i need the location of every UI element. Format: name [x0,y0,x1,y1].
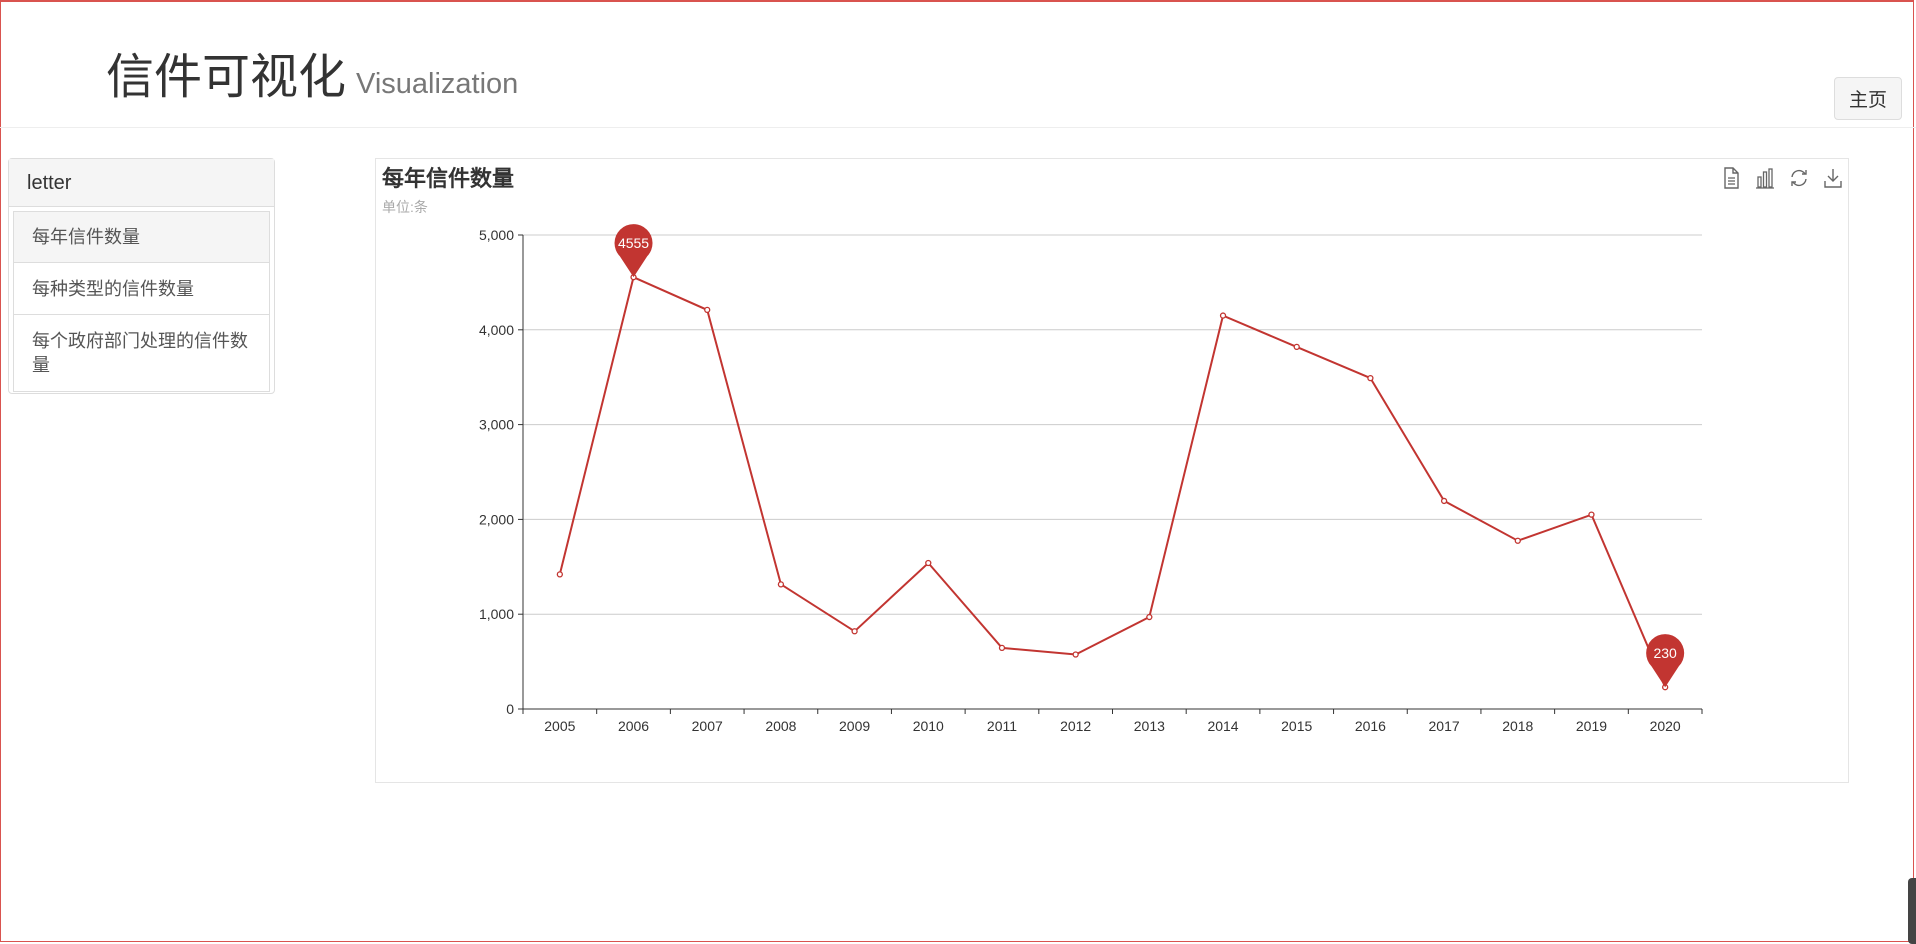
x-tick-label: 2007 [692,718,723,734]
page-header: 信件可视化 Visualization 主页 [0,0,1916,128]
y-tick-label: 0 [506,701,514,717]
data-point [925,559,932,567]
data-point [704,306,711,314]
chart-panel: 0 1,000 2,000 3,000 4,000 5,000 2005 2006 2007 20… [375,158,1849,783]
data-point [998,644,1006,652]
x-tick-label: 2020 [1650,718,1681,734]
x-tick-label: 2010 [913,718,944,734]
y-tick-label: 2,000 [479,511,514,527]
sidebar-panel: letter 每年信件数量 每种类型的信件数量 每个政府部门处理的信件数量 [8,158,275,394]
sidebar-list: 每年信件数量 每种类型的信件数量 每个政府部门处理的信件数量 [13,211,270,392]
series-line [558,275,1667,688]
x-tick-label: 2019 [1576,718,1607,734]
x-tick-label: 2015 [1281,718,1312,734]
x-tick-label: 2011 [987,718,1017,734]
data-view-icon[interactable] [1720,166,1742,190]
line-chart: 0 1,000 2,000 3,000 4,000 5,000 2005 2006 2007 20… [479,224,1703,734]
sidebar-item-label: 每个政府部门处理的信件数量 [32,331,248,375]
data-point [1293,343,1300,351]
x-tick-label: 2017 [1429,718,1460,734]
data-point [851,628,858,635]
x-tick-label: 2013 [1134,718,1165,734]
data-point [1367,374,1374,382]
data-point [1514,537,1521,544]
x-tick-label: 2014 [1207,718,1238,734]
data-point [1588,511,1595,518]
page-title: 信件可视化 [106,51,347,104]
y-tick-label: 4,000 [479,322,514,338]
sidebar-item-label: 每种类型的信件数量 [32,278,194,299]
mark-point-label: 4555 [618,235,649,251]
restore-icon[interactable] [1788,166,1810,190]
home-button[interactable]: 主页 [1834,77,1902,120]
sidebar-heading: letter [9,159,274,207]
sidebar-item-letters-by-department[interactable]: 每个政府部门处理的信件数量 [14,315,269,391]
data-point [556,571,563,578]
download-icon[interactable] [1822,166,1844,190]
y-tick-label: 1,000 [479,606,514,622]
x-tick-label: 2009 [839,718,870,734]
x-tick-label: 2005 [544,718,575,734]
x-tick-label: 2018 [1502,718,1533,734]
bar-chart-icon[interactable] [1754,166,1776,190]
mark-point-pin [1646,634,1685,688]
data-point [1146,613,1153,621]
data-point [1072,651,1079,658]
x-tick-label: 2012 [1060,718,1091,734]
chart-toolbox [1720,166,1844,192]
sidebar-item-letters-by-type[interactable]: 每种类型的信件数量 [14,263,269,315]
sidebar-item-label: 每年信件数量 [32,227,140,247]
x-tick-label: 2008 [765,718,796,734]
x-tick-label: 2016 [1355,718,1386,734]
data-point [777,581,785,588]
mark-point-label: 230 [1653,645,1677,661]
page-subtitle: Visualization [356,68,519,100]
chart-subtitle: 单位:条 [382,199,428,215]
mark-point-pin [614,224,653,278]
chart-title: 每年信件数量 [382,166,515,191]
y-tick-label: 5,000 [479,227,514,243]
data-point [1219,312,1227,319]
data-point [1440,497,1448,505]
sidebar-item-yearly-letters[interactable]: 每年信件数量 [14,212,269,263]
y-tick-label: 3,000 [479,417,514,433]
x-tick-label: 2006 [618,718,649,734]
scrollbar-thumb[interactable] [1908,878,1916,944]
